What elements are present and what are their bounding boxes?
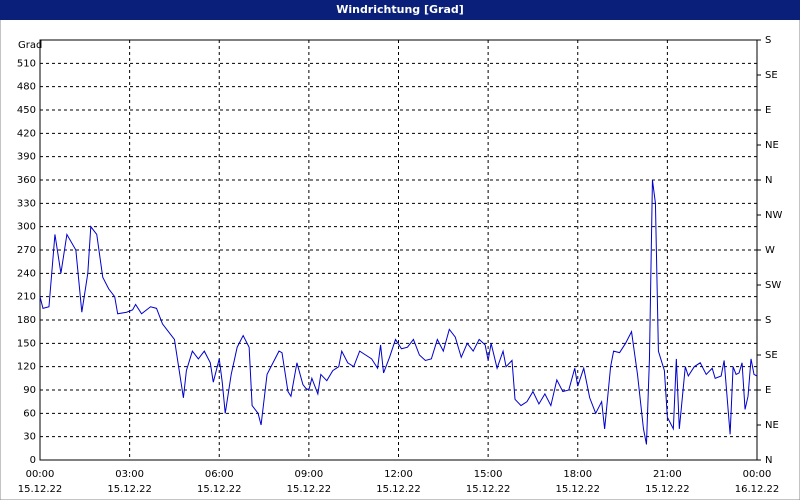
y2-tick-label: E — [765, 385, 771, 396]
y-tick-label: 450 — [17, 105, 36, 116]
y2-tick-label: W — [765, 245, 775, 256]
y2-tick-label: S — [765, 35, 771, 46]
x-tick-date: 15.12.22 — [107, 484, 152, 495]
x-tick-date: 15.12.22 — [287, 484, 332, 495]
y-tick-label: 90 — [23, 385, 36, 396]
y2-tick-label: SW — [765, 280, 781, 291]
x-tick-label: 03:00 — [115, 469, 144, 480]
x-tick-date: 15.12.22 — [466, 484, 511, 495]
y-tick-label: 120 — [17, 362, 36, 373]
y2-tick-label: NE — [765, 140, 779, 151]
y2-tick-label: N — [765, 455, 772, 466]
data-line — [39, 179, 758, 445]
x-tick-date: 15.12.22 — [18, 484, 63, 495]
y-tick-label: 210 — [17, 292, 36, 303]
x-tick-label: 18:00 — [563, 469, 592, 480]
y-tick-label: 420 — [17, 128, 36, 139]
x-tick-date: 15.12.22 — [555, 484, 600, 495]
y-tick-label: 330 — [17, 198, 36, 209]
x-tick-date: 15.12.22 — [376, 484, 421, 495]
y-tick-label: 270 — [17, 245, 36, 256]
y-tick-label: 60 — [23, 408, 36, 419]
y2-tick-label: S — [765, 315, 771, 326]
y-tick-label: 300 — [17, 222, 36, 233]
y-tick-label: 360 — [17, 175, 36, 186]
y2-tick-label: E — [765, 105, 771, 116]
y2-tick-label: SE — [765, 70, 778, 81]
y-tick-label: 30 — [23, 432, 36, 443]
x-tick-label: 15:00 — [474, 469, 503, 480]
y2-tick-label: SE — [765, 350, 778, 361]
y-tick-label: 480 — [17, 82, 36, 93]
x-tick-label: 09:00 — [294, 469, 323, 480]
y2-tick-label: NE — [765, 420, 779, 431]
y-tick-label: 0 — [30, 455, 36, 466]
title-bar — [0, 0, 800, 20]
y2-tick-label: NW — [765, 210, 782, 221]
y-axis-label: Grad — [18, 40, 42, 51]
x-tick-date: 16.12.22 — [735, 484, 780, 495]
y-tick-label: 240 — [17, 268, 36, 279]
x-tick-date: 15.12.22 — [197, 484, 242, 495]
x-tick-label: 00:00 — [743, 469, 772, 480]
x-tick-label: 06:00 — [205, 469, 234, 480]
y-tick-label: 390 — [17, 152, 36, 163]
y-tick-label: 510 — [17, 58, 36, 69]
x-tick-label: 00:00 — [26, 469, 55, 480]
chart-title: Windrichtung [Grad] — [336, 3, 464, 16]
y-tick-label: 150 — [17, 338, 36, 349]
x-tick-date: 15.12.22 — [645, 484, 690, 495]
y-tick-label: 180 — [17, 315, 36, 326]
x-tick-label: 21:00 — [653, 469, 682, 480]
x-tick-label: 12:00 — [384, 469, 413, 480]
y2-tick-label: N — [765, 175, 772, 186]
